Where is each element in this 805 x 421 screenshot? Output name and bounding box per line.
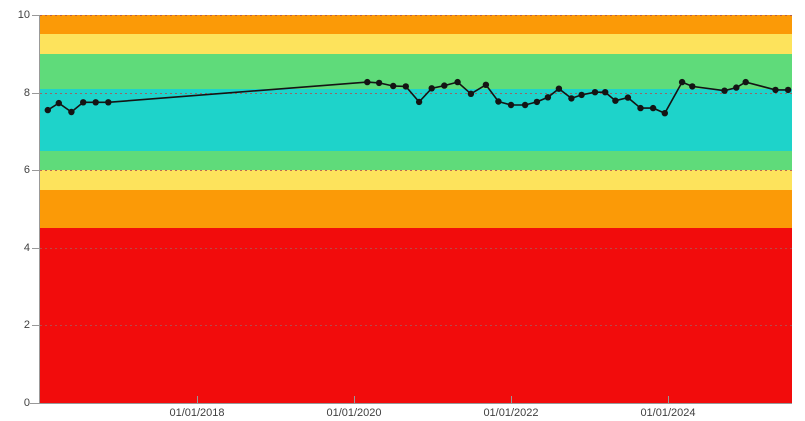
data-point[interactable]: [555, 85, 563, 92]
x-tick-label-2024: 01/01/2024: [640, 407, 696, 419]
data-point[interactable]: [80, 99, 87, 106]
data-point[interactable]: [402, 83, 409, 90]
data-point[interactable]: [591, 89, 599, 96]
data-point[interactable]: [533, 98, 541, 106]
gridline-y-10: [40, 15, 792, 16]
gridline-y-2: [40, 325, 792, 326]
band-orange-top: [40, 15, 792, 35]
data-point[interactable]: [495, 98, 502, 105]
data-point[interactable]: [467, 90, 475, 98]
data-point[interactable]: [578, 91, 585, 99]
data-point[interactable]: [482, 81, 490, 89]
band-green-low: [40, 150, 792, 171]
data-point[interactable]: [544, 94, 552, 101]
data-point[interactable]: [44, 106, 51, 114]
x-tick-label-2022: 01/01/2022: [483, 407, 539, 419]
y-tick-label-8: 8: [23, 86, 30, 99]
data-point[interactable]: [624, 94, 632, 101]
data-point[interactable]: [721, 87, 728, 94]
gridline-y-8: [40, 93, 792, 94]
data-point[interactable]: [772, 86, 779, 94]
data-point[interactable]: [68, 108, 75, 116]
x-tick-mark: [511, 396, 512, 404]
y-tick-mark: [32, 170, 40, 171]
plot-area: [40, 15, 792, 403]
data-point[interactable]: [92, 99, 99, 106]
data-point[interactable]: [784, 86, 792, 94]
data-point[interactable]: [733, 84, 740, 91]
data-point[interactable]: [637, 104, 644, 112]
data-point[interactable]: [742, 78, 749, 86]
data-point[interactable]: [415, 98, 423, 106]
x-tick-mark: [668, 396, 669, 404]
data-point[interactable]: [364, 78, 371, 86]
x-axis-line: [30, 403, 792, 404]
y-axis-line: [39, 15, 40, 404]
band-orange-low: [40, 189, 792, 229]
band-yellow-top: [40, 34, 792, 54]
x-tick-label-2018: 01/01/2018: [169, 407, 225, 419]
y-tick-label-4: 4: [23, 241, 30, 254]
x-tick-label-2020: 01/01/2020: [326, 407, 382, 419]
y-tick-mark: [32, 15, 40, 16]
y-tick-mark: [32, 403, 40, 404]
x-tick-mark: [197, 396, 198, 404]
data-point[interactable]: [689, 83, 696, 90]
band-red-bottom: [40, 228, 792, 403]
y-tick-label-0: 0: [23, 397, 30, 409]
y-tick-label-10: 10: [17, 9, 30, 21]
data-point[interactable]: [612, 97, 619, 104]
data-point[interactable]: [55, 99, 62, 107]
trend-line-layer: [44, 78, 792, 117]
data-point[interactable]: [105, 99, 112, 106]
data-point[interactable]: [390, 82, 397, 90]
data-point[interactable]: [507, 101, 515, 109]
trend-line: [47, 81, 789, 115]
data-point[interactable]: [375, 79, 383, 87]
x-tick-mark: [354, 396, 355, 404]
y-tick-label-6: 6: [23, 164, 30, 177]
y-tick-mark: [32, 325, 40, 326]
data-point[interactable]: [649, 104, 657, 112]
band-green-top: [40, 53, 792, 89]
data-point[interactable]: [661, 110, 668, 117]
data-point[interactable]: [602, 89, 609, 96]
band-yellow-low: [40, 170, 792, 190]
data-point[interactable]: [454, 78, 461, 86]
y-tick-label-2: 2: [23, 319, 30, 332]
data-point[interactable]: [521, 101, 529, 109]
y-tick-mark: [32, 248, 40, 249]
data-point[interactable]: [568, 95, 575, 102]
data-point[interactable]: [428, 85, 435, 92]
gridline-y-6: [40, 170, 792, 171]
y-tick-mark: [32, 93, 40, 94]
data-point[interactable]: [678, 78, 686, 86]
gridline-y-4: [40, 248, 792, 249]
data-point[interactable]: [441, 82, 448, 89]
